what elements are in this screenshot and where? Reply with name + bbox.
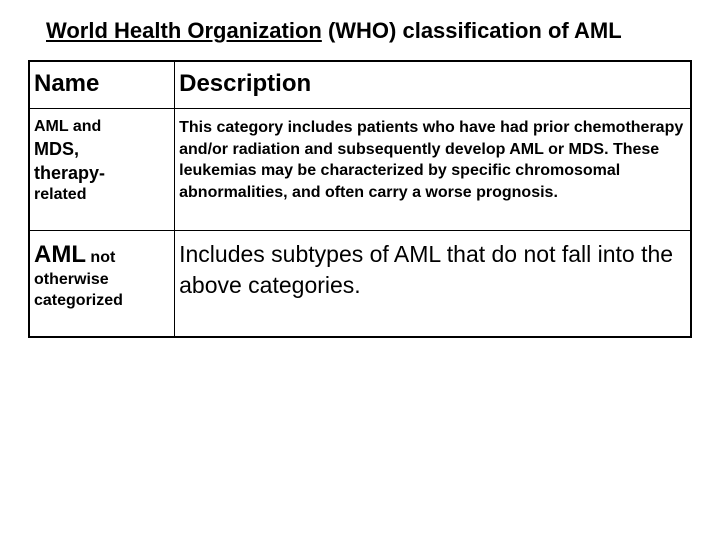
table-row: AML and MDS, therapy- related This categ… (29, 109, 691, 231)
row1-name-cell: AML and MDS, therapy- related (29, 109, 175, 231)
header-description: Description (175, 61, 691, 109)
row1-desc-cell: This category includes patients who have… (175, 109, 691, 231)
title-rest: (WHO) classification of AML (322, 18, 622, 43)
title-underlined: World Health Organization (46, 18, 322, 43)
row2-name-small1: not (86, 249, 115, 266)
page-title: World Health Organization (WHO) classifi… (28, 18, 692, 44)
header-name: Name (29, 61, 175, 109)
row1-name-line3: therapy- (34, 163, 105, 183)
row2-name-big1: AML (34, 241, 86, 268)
classification-table: Name Description AML and MDS, therapy- r… (28, 60, 692, 338)
table-row: AML not otherwise categorized Includes s… (29, 231, 691, 337)
row1-name-line2: MDS, (34, 139, 79, 159)
row2-desc-cell: Includes subtypes of AML that do not fal… (175, 231, 691, 337)
row2-name-small2: otherwise (34, 271, 109, 288)
row2-name-cell: AML not otherwise categorized (29, 231, 175, 337)
row1-name-line4: related (34, 186, 86, 203)
row2-name-small3: categorized (34, 292, 123, 309)
table-header-row: Name Description (29, 61, 691, 109)
row1-name-line1: AML and (34, 118, 101, 135)
